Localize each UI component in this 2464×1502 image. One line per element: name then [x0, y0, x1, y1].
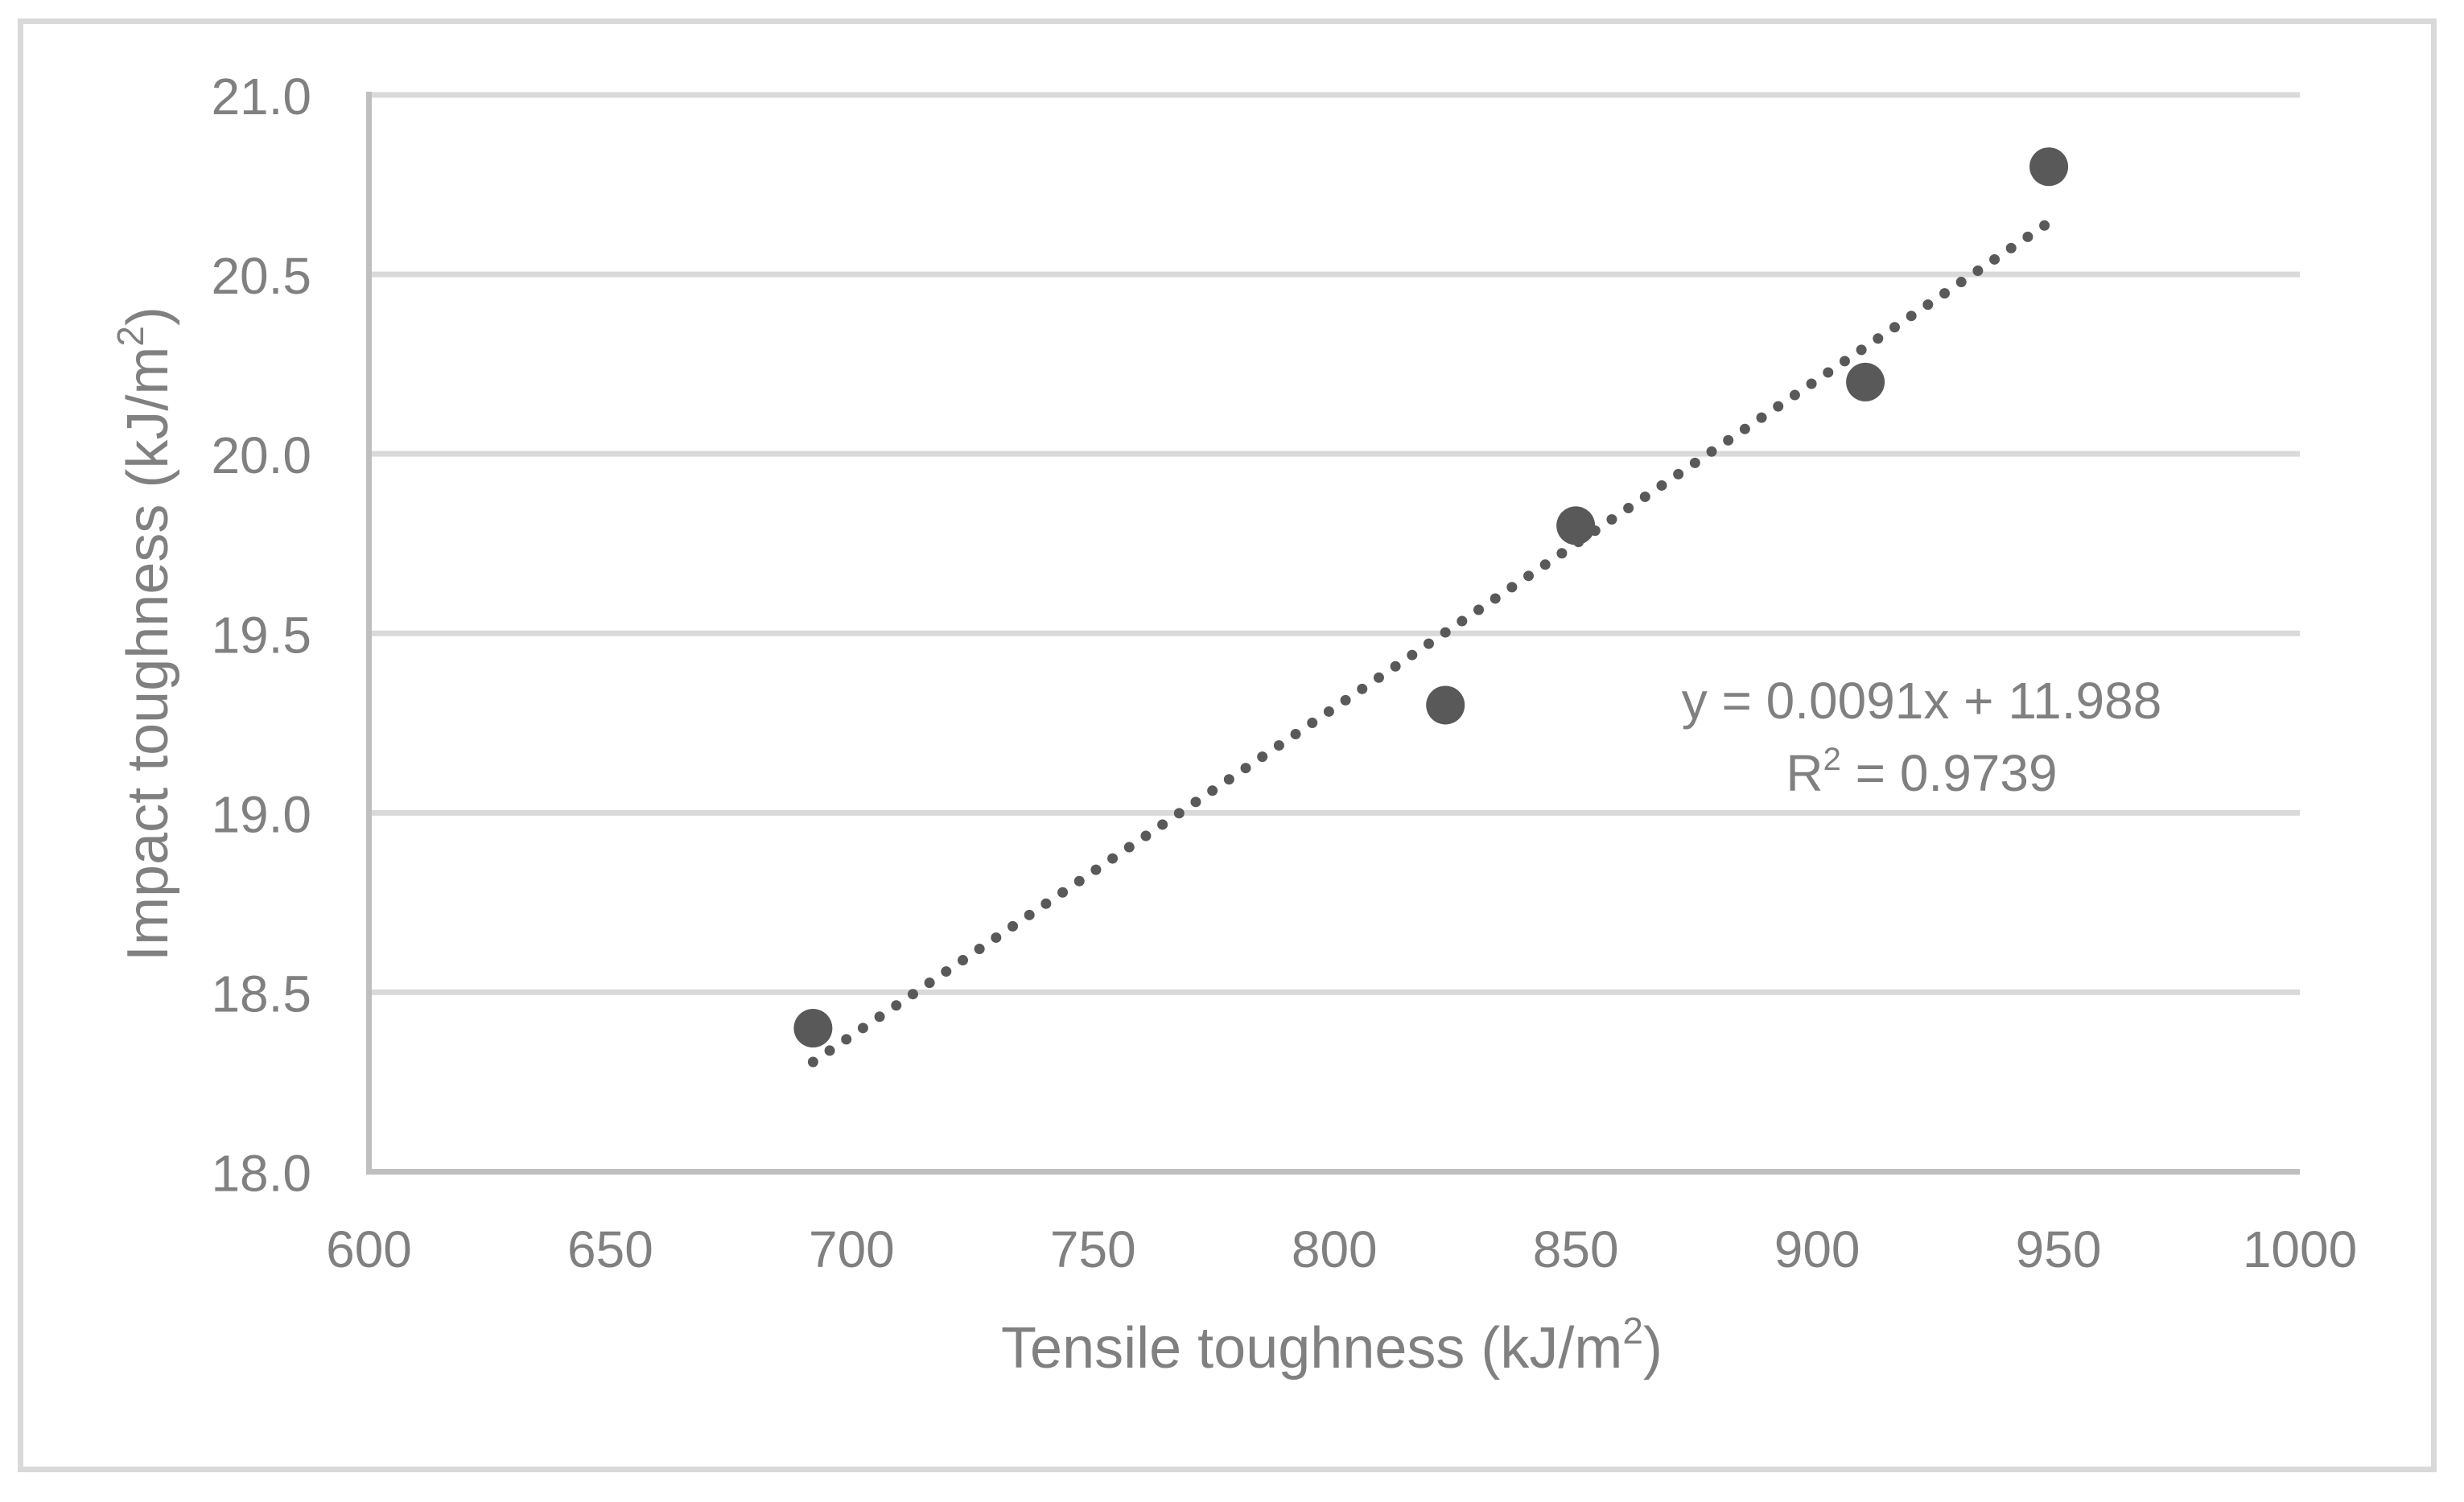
- gridlines: [369, 92, 2300, 995]
- trendline-dotted: [807, 217, 2054, 1068]
- x-axis-title-superscript: 2: [1622, 1310, 1643, 1352]
- r-squared-label: R2 = 0.9739: [1786, 742, 2057, 802]
- x-tick-label: 1000: [2243, 1220, 2357, 1278]
- x-tick-label: 700: [809, 1220, 895, 1278]
- y-axis-title-superscript: 2: [109, 326, 151, 347]
- y-axis-title: Impact toughness (kJ/m2): [109, 307, 180, 961]
- x-tick-labels: 600 650 700 750 800 850 900 950 1000: [326, 1220, 2357, 1278]
- y-tick-label: 20.0: [211, 426, 311, 484]
- r-squared-symbol: R: [1786, 744, 1823, 802]
- y-axis-title-close: ): [116, 307, 180, 326]
- y-tick-label: 21.0: [211, 68, 311, 126]
- y-axis-title-text: Impact toughness (kJ/m: [116, 347, 180, 961]
- x-tick-label: 650: [567, 1220, 653, 1278]
- y-tick-label: 19.0: [211, 785, 311, 843]
- x-axis-title-text: Tensile toughness (kJ/m: [1001, 1316, 1622, 1381]
- x-tick-label: 900: [1774, 1220, 1860, 1278]
- trendline: [807, 217, 2054, 1068]
- axes: [366, 92, 2300, 1175]
- chart-frame: [18, 19, 2437, 1472]
- r-squared-superscript: 2: [1823, 742, 1841, 777]
- data-points: [793, 147, 2069, 1048]
- data-point: [2029, 147, 2069, 187]
- y-tick-label: 19.5: [211, 606, 311, 664]
- x-tick-label: 750: [1050, 1220, 1136, 1278]
- x-tick-label: 800: [1292, 1220, 1378, 1278]
- x-axis-title-close: ): [1643, 1316, 1663, 1381]
- y-tick-label: 20.5: [211, 247, 311, 305]
- r-squared-value: = 0.9739: [1841, 744, 2058, 802]
- data-point: [1426, 685, 1465, 725]
- y-tick-labels: 18.0 18.5 19.0 19.5 20.0 20.5 21.0: [211, 68, 311, 1203]
- data-point: [793, 1009, 833, 1048]
- data-point: [1556, 506, 1596, 545]
- trendline-equation: y = 0.0091x + 11.988: [1682, 672, 2162, 730]
- x-tick-label: 950: [2016, 1220, 2102, 1278]
- data-point: [1846, 362, 1885, 401]
- y-tick-label: 18.0: [211, 1145, 311, 1203]
- x-tick-label: 600: [326, 1220, 412, 1278]
- y-tick-label: 18.5: [211, 965, 311, 1023]
- x-tick-label: 850: [1533, 1220, 1619, 1278]
- x-axis-title: Tensile toughness (kJ/m2): [1001, 1310, 1663, 1381]
